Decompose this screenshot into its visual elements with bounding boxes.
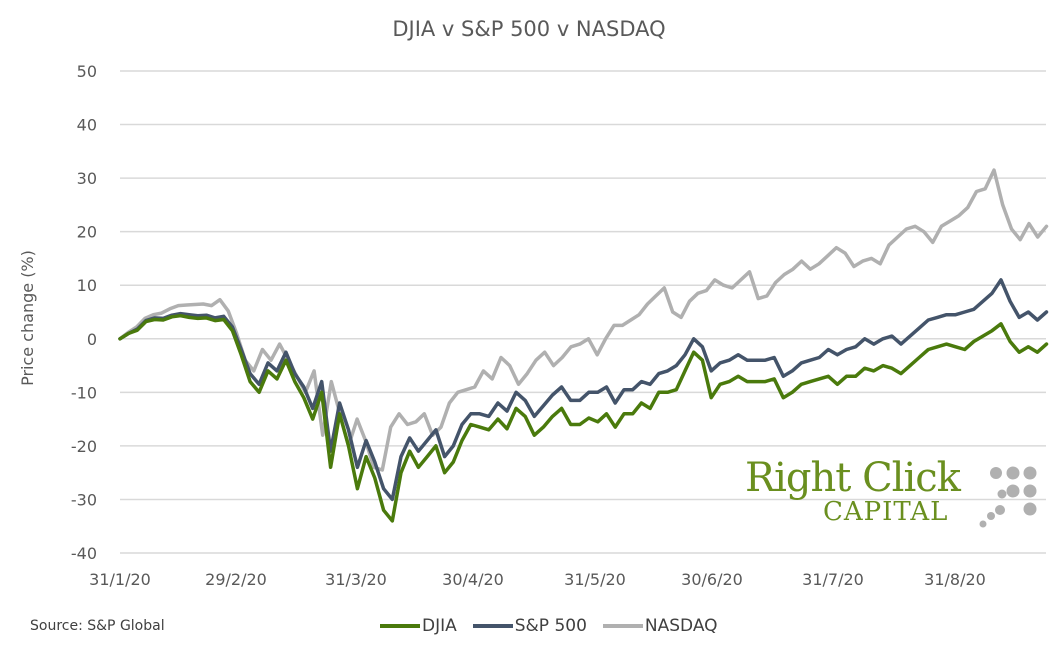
logo-text-capital: CAPITAL xyxy=(823,497,949,527)
legend-item-sp500: S&P 500 xyxy=(472,616,587,636)
y-tick-label: -40 xyxy=(71,544,97,563)
legend: DJIA S&P 500 NASDAQ xyxy=(380,616,734,636)
y-tick-label: 20 xyxy=(77,223,97,242)
x-ticks: 31/1/20 29/2/20 31/3/20 30/4/20 31/5/20 30/6/… xyxy=(89,570,986,589)
y-tick-label: 10 xyxy=(77,276,97,295)
x-tick-label: 31/5/20 xyxy=(564,570,626,589)
legend-label-djia: DJIA xyxy=(422,616,457,636)
legend-label-nasdaq: NASDAQ xyxy=(644,616,718,636)
y-tick-label: 40 xyxy=(77,116,97,135)
legend-swatch-djia xyxy=(380,624,420,628)
x-tick-label: 29/2/20 xyxy=(205,570,267,589)
logo-dots-icon xyxy=(979,466,1037,528)
series-line-s-p-500 xyxy=(118,278,1049,502)
y-tick-label: 30 xyxy=(77,169,97,188)
legend-swatch-nasdaq xyxy=(602,624,643,628)
series-line-nasdaq xyxy=(118,168,1049,472)
gridlines xyxy=(120,70,1046,554)
y-tick-label: 0 xyxy=(87,330,97,349)
x-tick-label: 30/6/20 xyxy=(681,570,743,589)
y-tick-label: -20 xyxy=(71,437,97,456)
x-tick-label: 31/1/20 xyxy=(89,570,151,589)
y-tick-label: -10 xyxy=(71,383,97,402)
y-ticks: 50 40 30 20 10 0 -10 -20 -30 -40 xyxy=(71,62,97,563)
source-note: Source: S&P Global xyxy=(30,618,165,634)
chart-title: DJIA v S&P 500 v NASDAQ xyxy=(392,17,665,41)
x-tick-label: 31/3/20 xyxy=(325,570,387,589)
logo-text-right-click: Right Click xyxy=(745,455,961,501)
y-tick-label: -30 xyxy=(71,490,97,509)
y-axis-label: Price change (%) xyxy=(18,250,37,386)
x-tick-label: 30/4/20 xyxy=(442,570,504,589)
series-lines xyxy=(118,168,1049,523)
x-tick-label: 31/7/20 xyxy=(802,570,864,589)
legend-item-djia: DJIA xyxy=(380,616,457,636)
x-tick-label: 31/8/20 xyxy=(924,570,986,589)
y-tick-label: 50 xyxy=(77,62,97,81)
legend-swatch-sp500 xyxy=(472,624,513,628)
series-line-djia xyxy=(118,313,1049,523)
right-click-capital-logo: Right Click CAPITAL xyxy=(745,455,961,527)
legend-label-sp500: S&P 500 xyxy=(514,616,587,636)
legend-item-nasdaq: NASDAQ xyxy=(602,616,718,636)
